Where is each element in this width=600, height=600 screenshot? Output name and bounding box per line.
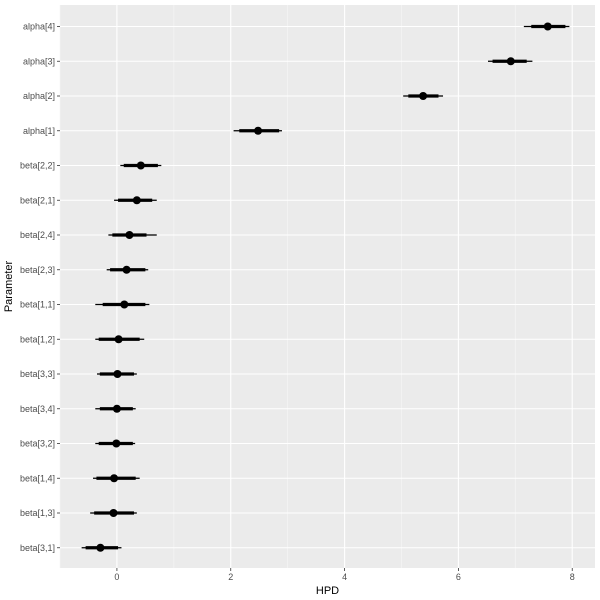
y-tick-label: alpha[3] (23, 56, 55, 66)
point-estimate (136, 161, 145, 170)
x-tick-label: 8 (570, 572, 575, 582)
x-axis-title: HPD (316, 585, 339, 597)
point-estimate (122, 265, 131, 274)
y-tick-label: alpha[1] (23, 126, 55, 136)
y-tick-label: alpha[2] (23, 91, 55, 101)
y-tick-label: beta[2,4] (20, 230, 55, 240)
point-estimate (109, 509, 118, 517)
point-estimate (125, 231, 134, 239)
point-estimate (113, 370, 122, 378)
point-estimate (96, 543, 105, 552)
y-tick-label: beta[3,2] (20, 439, 55, 449)
x-tick-label: 2 (228, 572, 233, 582)
y-axis-title: Parameter (3, 260, 15, 312)
x-tick-label: 0 (114, 572, 119, 582)
point-estimate (120, 300, 129, 309)
y-tick-label: alpha[4] (23, 22, 55, 32)
point-estimate (506, 57, 515, 66)
point-estimate (110, 474, 119, 483)
point-estimate (254, 126, 263, 135)
x-tick-label: 4 (342, 572, 347, 582)
y-tick-label: beta[2,3] (20, 265, 55, 275)
interval-marks (81, 22, 570, 552)
y-tick-label: beta[1,1] (20, 300, 55, 310)
y-tick-label: beta[2,2] (20, 161, 55, 171)
y-tick-label: beta[3,1] (20, 543, 55, 553)
y-tick-label: beta[1,2] (20, 334, 55, 344)
y-tick-label: beta[1,3] (20, 508, 55, 518)
y-tick-label: beta[1,4] (20, 473, 55, 483)
y-tick-label: beta[2,1] (20, 195, 55, 205)
point-estimate (543, 22, 552, 31)
point-estimate (112, 404, 121, 413)
plot-panel (60, 5, 595, 568)
gridlines (59, 5, 595, 568)
point-estimate (114, 335, 123, 344)
x-tick-label: 6 (456, 572, 461, 582)
point-estimate (132, 196, 141, 205)
axis-ticks: 0 2 4 6 8 alpha[4] alpha[3] alpha[2] alpha[1] bet… (20, 22, 575, 583)
point-estimate (419, 92, 428, 100)
y-tick-label: beta[3,4] (20, 404, 55, 414)
y-tick-label: beta[3,3] (20, 369, 55, 379)
point-estimate (112, 439, 121, 448)
